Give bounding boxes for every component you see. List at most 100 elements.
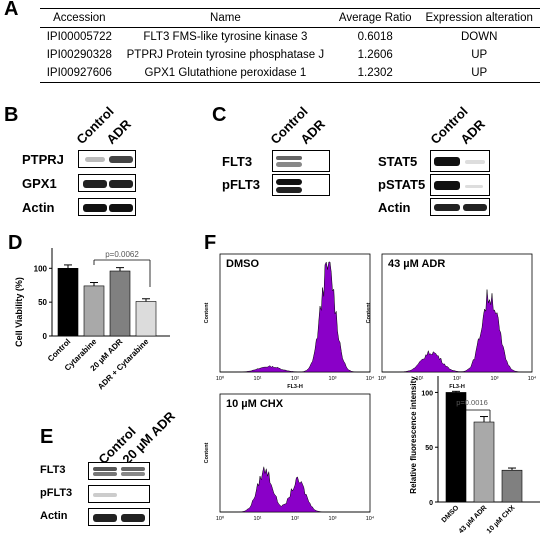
table-cell: GPX1 Glutathione peroxidase 1 xyxy=(118,64,333,83)
y-tick-label: 100 xyxy=(34,264,48,273)
blot-c-label-actin: Actin xyxy=(378,200,411,215)
blot-c-stat5 xyxy=(430,150,490,172)
chart-f-ylabel: Relative fluorescence intensity xyxy=(409,376,418,494)
blot-e-label-pflt3: pFLT3 xyxy=(40,487,73,499)
table-cell: DOWN xyxy=(460,31,498,43)
histogram-ylabel: Content xyxy=(204,442,210,463)
table-cell: FLT3 FMS-like tyrosine kinase 3 xyxy=(143,31,308,43)
header-average-ratio: Average Ratio xyxy=(332,8,419,28)
blot-c-actin xyxy=(430,198,490,216)
histogram-xtick: 10³ xyxy=(491,376,499,382)
header-name: Name xyxy=(118,8,333,28)
x-tick-label: 10 µM CHX xyxy=(486,504,517,535)
table-row: IPI00927606 GPX1 Glutathione peroxidase … xyxy=(40,64,540,83)
table-cell: IPI00005722 xyxy=(46,31,112,43)
bar-3 xyxy=(501,469,523,503)
histogram-xtick: 10² xyxy=(291,516,299,522)
panel-c-label: C xyxy=(212,104,227,126)
chart-d-ylabel: Cell Viability (%) xyxy=(14,277,24,347)
chart-d-pvalue: p=0.0062 xyxy=(105,250,139,259)
blot-e-pflt3 xyxy=(88,485,150,503)
table-header-row: Accession Name Average Ratio Expression … xyxy=(40,8,540,28)
table-cell: UP xyxy=(471,49,488,61)
blot-b-label-actin: Actin xyxy=(22,200,55,215)
blot-b-actin xyxy=(78,198,136,216)
histogram-distribution xyxy=(220,261,370,373)
histogram-ylabel: Content xyxy=(366,302,372,323)
bar-1 xyxy=(445,392,467,503)
blot-b-label-ptprj: PTPRJ xyxy=(22,152,64,167)
table-cell: IPI00290328 xyxy=(46,49,112,61)
histogram-distribution xyxy=(220,466,370,513)
histogram-xtick: 10¹ xyxy=(254,376,262,382)
histogram-xlabel: FL3-H xyxy=(449,384,465,390)
y-tick-label: 100 xyxy=(421,390,433,397)
histogram-xtick: 10² xyxy=(453,376,461,382)
x-tick-label: 43 µM ADR xyxy=(458,504,489,535)
accession-table: Accession Name Average Ratio Expression … xyxy=(40,8,540,83)
table-cell: 1.2606 xyxy=(357,49,393,61)
histogram-xlabel: FL3-H xyxy=(287,384,303,390)
histogram-xtick: 10³ xyxy=(329,516,337,522)
histogram-xtick: 10¹ xyxy=(416,376,424,382)
histogram-frame xyxy=(219,253,371,373)
histogram-frame xyxy=(381,253,533,373)
table-cell: PTPRJ Protein tyrosine phosphatase J xyxy=(126,49,325,61)
panel-e-label: E xyxy=(40,426,54,448)
blot-c-label-pflt3: pFLT3 xyxy=(222,177,261,192)
blot-b-label-gpx1: GPX1 xyxy=(22,176,57,191)
blot-b-ptprj xyxy=(78,150,136,168)
panel-a-label: A xyxy=(4,0,19,20)
chart-f: Relative fluorescence intensity 0 50 100 D… xyxy=(409,376,540,535)
y-tick-label: 0 xyxy=(43,332,48,341)
panel-b-label: B xyxy=(4,104,19,126)
histogram-ylabel: Content xyxy=(204,302,210,323)
bar-3 xyxy=(109,270,131,337)
x-tick-label: ADR + Cytarabine xyxy=(96,337,151,392)
blot-b-gpx1 xyxy=(78,174,136,192)
bar-4 xyxy=(135,301,157,337)
histogram-title-chx: 10 µM CHX xyxy=(226,398,284,410)
flow-histograms: Content FL3-H 10⁰ 10¹ 10² 10³ 10⁴ Content FL3-H 1… xyxy=(204,253,537,522)
y-tick-label: 50 xyxy=(38,298,47,307)
histogram-xtick: 10⁴ xyxy=(528,375,537,382)
table-row: IPI00290328 PTPRJ Protein tyrosine phosp… xyxy=(40,46,540,64)
table-cell: 1.2302 xyxy=(332,64,419,83)
bar-2 xyxy=(473,421,495,503)
table-row: IPI00005722 FLT3 FMS-like tyrosine kinas… xyxy=(40,28,540,47)
y-tick-label: 0 xyxy=(429,500,433,507)
blot-c-label-flt3: FLT3 xyxy=(222,154,253,169)
table-cell: UP xyxy=(418,64,540,83)
blot-e-label-actin: Actin xyxy=(40,510,68,522)
blot-e-actin xyxy=(88,508,150,526)
blot-c-label-stat5: STAT5 xyxy=(378,154,418,169)
blot-c-flt3 xyxy=(272,150,330,172)
histogram-xtick: 10⁰ xyxy=(216,375,225,382)
histogram-xtick: 10² xyxy=(291,376,299,382)
x-tick-label: DMSO xyxy=(441,504,461,524)
blot-c-pstat5 xyxy=(430,174,490,196)
table-cell: IPI00927606 xyxy=(40,64,119,83)
histogram-xtick: 10⁰ xyxy=(216,515,225,522)
panel-d-label: D xyxy=(8,232,23,254)
blot-e-flt3 xyxy=(88,462,150,480)
blot-c-label-pstat5: pSTAT5 xyxy=(378,177,426,192)
histogram-title-dmso: DMSO xyxy=(226,258,259,270)
header-accession: Accession xyxy=(40,8,119,28)
chart-f-pvalue: p=0.0016 xyxy=(456,398,488,407)
histogram-title-adr: 43 µM ADR xyxy=(388,258,446,270)
bar-1 xyxy=(57,268,79,337)
histogram-distribution xyxy=(382,289,532,373)
blot-e-label-flt3: FLT3 xyxy=(40,464,66,476)
panel-f-label: F xyxy=(204,232,217,254)
y-tick-label: 50 xyxy=(425,445,433,452)
table-cell: 0.6018 xyxy=(357,31,393,43)
histogram-xtick: 10³ xyxy=(329,376,337,382)
blot-c-pflt3 xyxy=(272,174,330,196)
histogram-xtick: 10⁴ xyxy=(366,515,375,522)
histogram-xtick: 10⁴ xyxy=(366,375,375,382)
header-expression: Expression alteration xyxy=(418,8,540,28)
histogram-xtick: 10⁰ xyxy=(378,375,387,382)
histogram-xtick: 10¹ xyxy=(254,516,262,522)
